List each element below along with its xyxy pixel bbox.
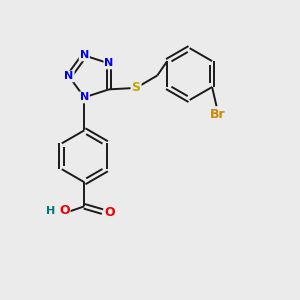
- Text: N: N: [64, 71, 74, 81]
- Text: N: N: [80, 92, 89, 102]
- Text: N: N: [104, 58, 114, 68]
- Text: S: S: [132, 81, 141, 94]
- Text: H: H: [46, 206, 55, 216]
- Text: N: N: [80, 50, 89, 60]
- Text: O: O: [59, 204, 70, 217]
- Text: Br: Br: [210, 108, 226, 121]
- Text: O: O: [105, 206, 115, 219]
